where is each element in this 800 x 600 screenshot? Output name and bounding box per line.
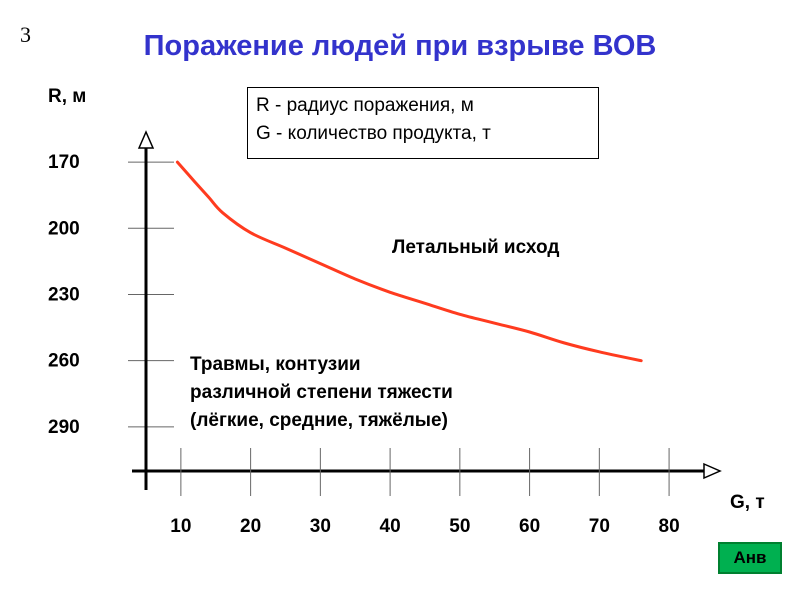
slide-number: 3	[20, 22, 31, 47]
x-tick-label-40: 40	[380, 516, 401, 537]
x-axis-label: G, т	[730, 492, 765, 513]
y-tick-label-170: 170	[48, 152, 80, 173]
injuries-line-3: (лёгкие, средние, тяжёлые)	[190, 410, 448, 431]
x-tick-label-10: 10	[170, 516, 191, 537]
y-tick-label-260: 260	[48, 351, 80, 372]
x-tick-label-60: 60	[519, 516, 540, 537]
x-axis-arrow	[703, 462, 722, 480]
x-tick-labels: 10 20 30 40 50 60 70 80	[170, 516, 679, 537]
x-tick-label-50: 50	[449, 516, 470, 537]
damage-curve	[175, 160, 643, 363]
region-label-injuries: Травмы, контузии различной степени тяжес…	[190, 351, 453, 435]
anv-nav-button[interactable]: Анв	[718, 542, 782, 574]
y-tick-labels: 170 200 230 260 290	[48, 152, 80, 438]
y-tick-label-230: 230	[48, 284, 80, 305]
injuries-line-2: различной степени тяжести	[190, 382, 453, 403]
y-axis-arrow	[137, 130, 155, 149]
x-tick-marks	[180, 448, 670, 496]
legend-line-r: R - радиус поражения, м	[256, 95, 474, 116]
y-tick-label-200: 200	[48, 218, 80, 239]
y-tick-label-290: 290	[48, 417, 80, 438]
x-tick-label-70: 70	[589, 516, 610, 537]
x-tick-label-20: 20	[240, 516, 261, 537]
page-title: Поражение людей при взрыве ВОВ	[143, 30, 657, 62]
x-tick-label-30: 30	[310, 516, 331, 537]
chart-axes	[132, 130, 722, 490]
legend-line-g: G - количество продукта, т	[256, 123, 491, 144]
injuries-line-1: Травмы, контузии	[190, 354, 361, 375]
y-axis-label: R, м	[48, 86, 86, 107]
chart-gridlines	[128, 161, 174, 428]
x-tick-label-80: 80	[659, 516, 680, 537]
legend-box: R - радиус поражения, м G - количество п…	[247, 87, 599, 159]
region-label-lethal: Летальный исход	[392, 237, 560, 258]
